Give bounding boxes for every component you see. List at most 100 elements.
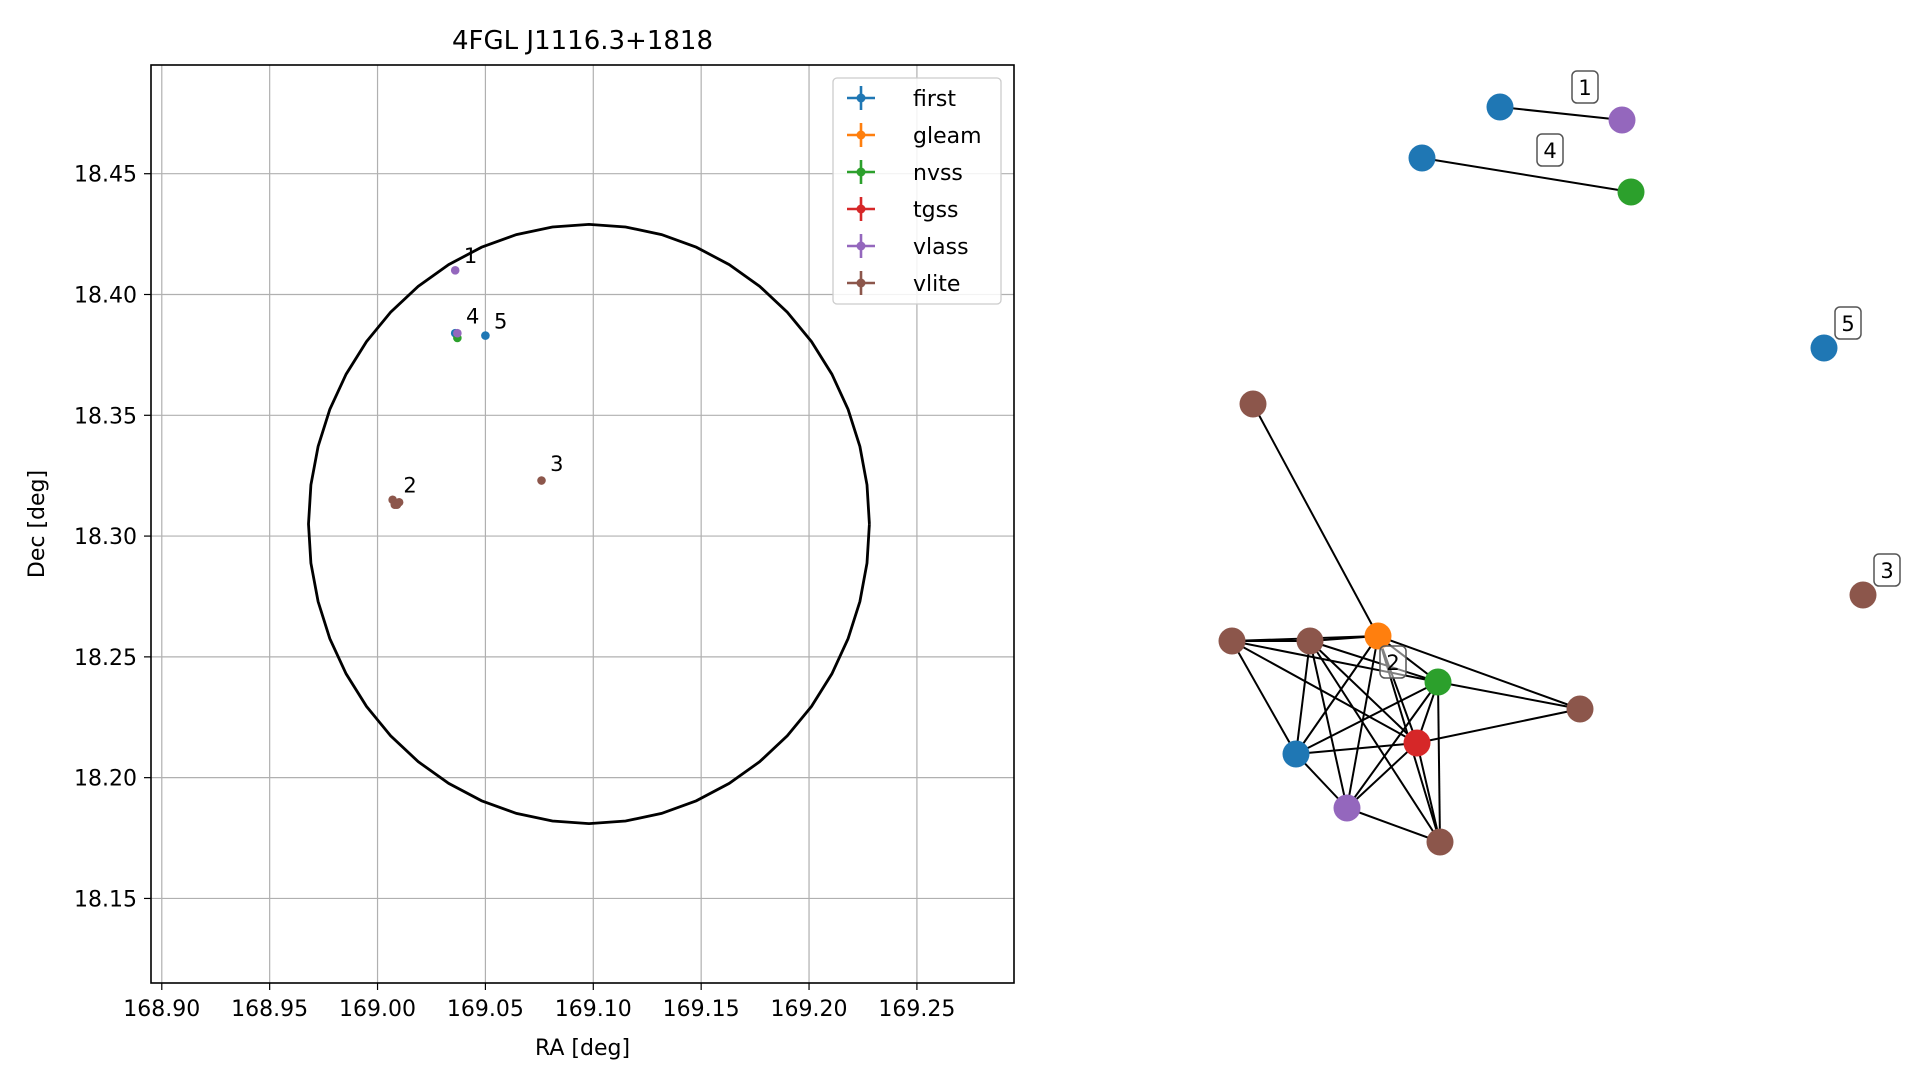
network-node <box>1608 106 1636 134</box>
network-label-text: 4 <box>1543 139 1556 163</box>
network-edge <box>1231 640 1418 744</box>
network-node <box>1566 695 1594 723</box>
network-edge <box>1309 640 1441 843</box>
network-edge <box>1377 635 1581 710</box>
network-edge <box>1231 640 1297 755</box>
point-annotation: 2 <box>403 474 416 498</box>
network-node <box>1282 740 1310 768</box>
network-label-text: 5 <box>1841 312 1854 336</box>
network-node <box>1403 729 1431 757</box>
plot-frame <box>150 64 1015 984</box>
network-edge <box>1416 742 1441 843</box>
legend-label: vlass <box>913 235 969 260</box>
network-edge <box>1437 681 1441 843</box>
network-node <box>1408 144 1436 172</box>
network-edge <box>1295 640 1311 755</box>
network-edge <box>1421 157 1632 193</box>
network-edge <box>1309 640 1418 744</box>
network-edge <box>1295 681 1439 755</box>
x-tick-label: 169.00 <box>339 997 416 1022</box>
network-edge <box>1295 742 1418 755</box>
chart-title: 4FGL J1116.3+1818 <box>452 26 713 56</box>
network-label: 1 <box>1571 70 1599 104</box>
point-vlass <box>450 266 460 275</box>
network-node <box>1426 828 1454 856</box>
network-labels: 1 4 5 3 2 <box>1379 70 1901 679</box>
network-label-text: 1 <box>1578 76 1591 100</box>
network-edge <box>1346 635 1379 809</box>
network-edge <box>1309 640 1348 809</box>
x-tick-label: 169.25 <box>878 997 955 1022</box>
legend-marker-dot <box>856 204 866 214</box>
network-edge <box>1416 708 1581 744</box>
network-edge <box>1346 742 1418 809</box>
network-label-box <box>1571 70 1599 104</box>
x-tick-label: 168.90 <box>123 997 200 1022</box>
network-label-text: 2 <box>1386 651 1399 675</box>
point-annotation: 5 <box>494 309 507 333</box>
point-annotation: 3 <box>550 452 563 476</box>
legend-label: gleam <box>913 124 982 149</box>
legend-label: first <box>913 87 956 112</box>
legend-item-gleam: gleam <box>847 123 982 149</box>
legend-label: nvss <box>913 161 963 186</box>
legend-label: tgss <box>913 198 959 223</box>
x-tick-label: 169.10 <box>555 997 632 1022</box>
y-tick-label: 18.45 <box>74 163 137 188</box>
network-nodes <box>1218 93 1877 856</box>
network-node <box>1218 627 1246 655</box>
network-edges <box>1231 106 1632 843</box>
association-circle <box>307 222 871 826</box>
point-vlass <box>453 328 462 338</box>
network-label-text: 3 <box>1880 559 1893 583</box>
y-tick-label: 18.20 <box>74 767 137 792</box>
network-node <box>1296 627 1324 655</box>
x-tick-label: 168.95 <box>231 997 308 1022</box>
legend-marker-dot <box>856 278 866 288</box>
network-label: 4 <box>1536 133 1564 167</box>
y-tick-label: 18.25 <box>74 646 137 671</box>
network-node <box>1617 178 1645 206</box>
source-points <box>388 266 546 509</box>
y-tick-label: 18.15 <box>74 887 137 912</box>
y-tick-label: 18.35 <box>74 404 137 429</box>
point-vlite <box>394 497 404 507</box>
point-annotation: 4 <box>466 304 479 328</box>
network-label-box <box>1834 306 1862 340</box>
point-annotations: 1 4 5 2 3 <box>403 244 563 498</box>
legend: first gleam nvss tgss vlass vlite <box>832 77 1002 305</box>
sky-position-chart: 1 4 5 2 3 168.90 168.95 169.00 169.05 169.10 169.… <box>25 26 1015 1061</box>
network-label-box <box>1536 133 1564 167</box>
x-tick-label: 169.20 <box>771 997 848 1022</box>
y-axis-label: Dec [deg] <box>25 470 50 578</box>
y-tick-label: 18.40 <box>74 284 137 309</box>
point-vlite <box>537 476 546 485</box>
network-edge <box>1437 681 1581 710</box>
legend-item-first: first <box>847 86 956 112</box>
legend-item-vlass: vlass <box>847 234 969 260</box>
association-ellipse <box>307 222 871 826</box>
network-label: 3 <box>1873 553 1901 587</box>
network-node <box>1810 334 1838 362</box>
network-node <box>1239 390 1267 418</box>
x-tick-label: 169.15 <box>663 997 740 1022</box>
network-node <box>1486 93 1514 121</box>
network-label-box <box>1379 645 1407 679</box>
legend-marker-dot <box>856 167 866 177</box>
network-label: 2 <box>1379 645 1407 679</box>
network-edge <box>1346 807 1441 843</box>
network-node <box>1364 622 1392 650</box>
y-tick-label: 18.30 <box>74 525 137 550</box>
point-first <box>481 331 490 340</box>
legend-label: vlite <box>913 272 960 297</box>
network-edge <box>1252 403 1379 637</box>
x-axis-label: RA [deg] <box>535 1036 630 1061</box>
legend-item-vlite: vlite <box>847 271 960 297</box>
legend-item-tgss: tgss <box>847 197 959 223</box>
network-node <box>1849 581 1877 609</box>
network-node <box>1333 794 1361 822</box>
x-tick-label: 169.05 <box>447 997 524 1022</box>
legend-marker-dot <box>856 130 866 140</box>
network-node <box>1424 668 1452 696</box>
